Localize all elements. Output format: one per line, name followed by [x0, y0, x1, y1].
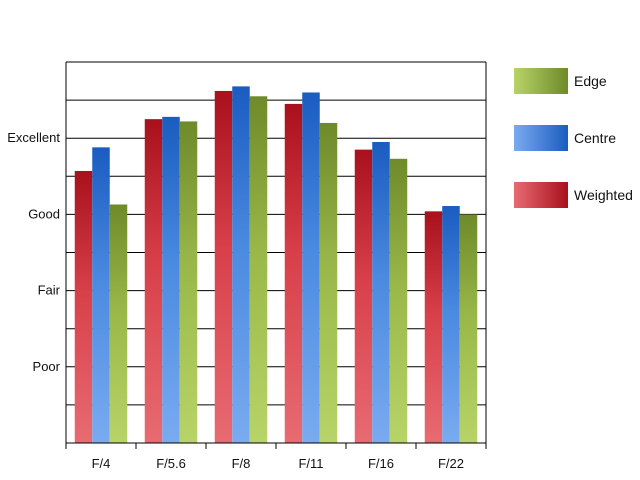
bar-weighted-1 [144, 119, 163, 444]
legend-item-weighted: Weighted [514, 182, 633, 208]
x-category-label: F/8 [232, 456, 251, 471]
bar-weighted-2 [214, 90, 233, 444]
legend-swatch-weighted [514, 182, 568, 208]
legend: Edge Centre Weighted [514, 68, 633, 239]
bars [74, 86, 478, 444]
legend-label-weighted: Weighted [574, 187, 633, 203]
bar-centre-5 [442, 206, 460, 443]
x-category-label: F/16 [368, 456, 394, 471]
axes [65, 62, 487, 449]
bar-centre-4 [372, 142, 390, 443]
x-axis-labels: F/4 F/5.6 F/8 F/11 F/16 F/22 [92, 456, 464, 471]
bar-weighted-5 [424, 211, 443, 443]
bar-edge-4 [389, 158, 408, 444]
x-category-label: F/11 [298, 456, 323, 471]
legend-label-centre: Centre [574, 130, 617, 146]
y-tick-label: Poor [33, 359, 61, 374]
bar-weighted-0 [74, 170, 93, 443]
legend-item-edge: Edge [514, 68, 633, 94]
y-tick-label: Excellent [7, 130, 60, 145]
bar-centre-0 [92, 147, 110, 443]
bar-weighted-3 [284, 103, 303, 443]
y-tick-label: Fair [38, 283, 61, 298]
y-tick-label: Good [28, 206, 60, 221]
x-category-label: F/22 [438, 456, 464, 471]
x-category-label: F/4 [92, 456, 111, 471]
y-axis-labels: Poor Fair Good Excellent [7, 130, 60, 374]
bar-edge-2 [249, 96, 268, 443]
bar-edge-0 [109, 204, 128, 443]
x-category-label: F/5.6 [156, 456, 186, 471]
legend-item-centre: Centre [514, 125, 633, 151]
legend-swatch-edge [514, 68, 568, 94]
bar-centre-3 [302, 92, 320, 443]
legend-swatch-centre [514, 125, 568, 151]
bar-weighted-4 [354, 149, 373, 443]
legend-label-edge: Edge [574, 73, 607, 89]
bar-centre-2 [232, 86, 250, 443]
bar-edge-3 [319, 122, 338, 444]
bar-edge-5 [459, 214, 478, 443]
bar-edge-1 [179, 121, 198, 443]
gridlines [66, 61, 486, 406]
bar-centre-1 [162, 116, 180, 443]
